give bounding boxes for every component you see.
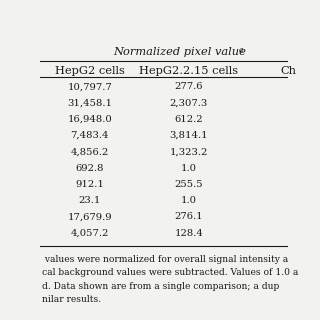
Text: 128.4: 128.4 (174, 228, 203, 238)
Text: a: a (238, 46, 243, 54)
Text: 255.5: 255.5 (174, 180, 203, 189)
Text: 3,814.1: 3,814.1 (170, 131, 208, 140)
Text: 612.2: 612.2 (174, 115, 203, 124)
Text: 1.0: 1.0 (181, 164, 197, 172)
Text: values were normalized for overall signal intensity a: values were normalized for overall signa… (43, 255, 289, 264)
Text: 4,057.2: 4,057.2 (70, 228, 109, 238)
Text: HepG2.2.15 cells: HepG2.2.15 cells (139, 66, 238, 76)
Text: 7,483.4: 7,483.4 (70, 131, 109, 140)
Text: 16,948.0: 16,948.0 (67, 115, 112, 124)
Text: 912.1: 912.1 (75, 180, 104, 189)
Text: 31,458.1: 31,458.1 (67, 99, 112, 108)
Text: 23.1: 23.1 (78, 196, 101, 205)
Text: 17,679.9: 17,679.9 (67, 212, 112, 221)
Text: 692.8: 692.8 (75, 164, 104, 172)
Text: nilar results.: nilar results. (43, 295, 102, 304)
Text: HepG2 cells: HepG2 cells (55, 66, 124, 76)
Text: 1.0: 1.0 (181, 196, 197, 205)
Text: Ch: Ch (281, 66, 297, 76)
Text: cal background values were subtracted. Values of 1.0 a: cal background values were subtracted. V… (43, 268, 299, 277)
Text: 1,323.2: 1,323.2 (170, 147, 208, 156)
Text: 277.6: 277.6 (174, 82, 203, 91)
Text: Normalized pixel value: Normalized pixel value (114, 47, 246, 57)
Text: d. Data shown are from a single comparison; a dup: d. Data shown are from a single comparis… (43, 282, 280, 291)
Text: 276.1: 276.1 (174, 212, 203, 221)
Text: 2,307.3: 2,307.3 (170, 99, 208, 108)
Text: 10,797.7: 10,797.7 (67, 82, 112, 91)
Text: 4,856.2: 4,856.2 (70, 147, 109, 156)
